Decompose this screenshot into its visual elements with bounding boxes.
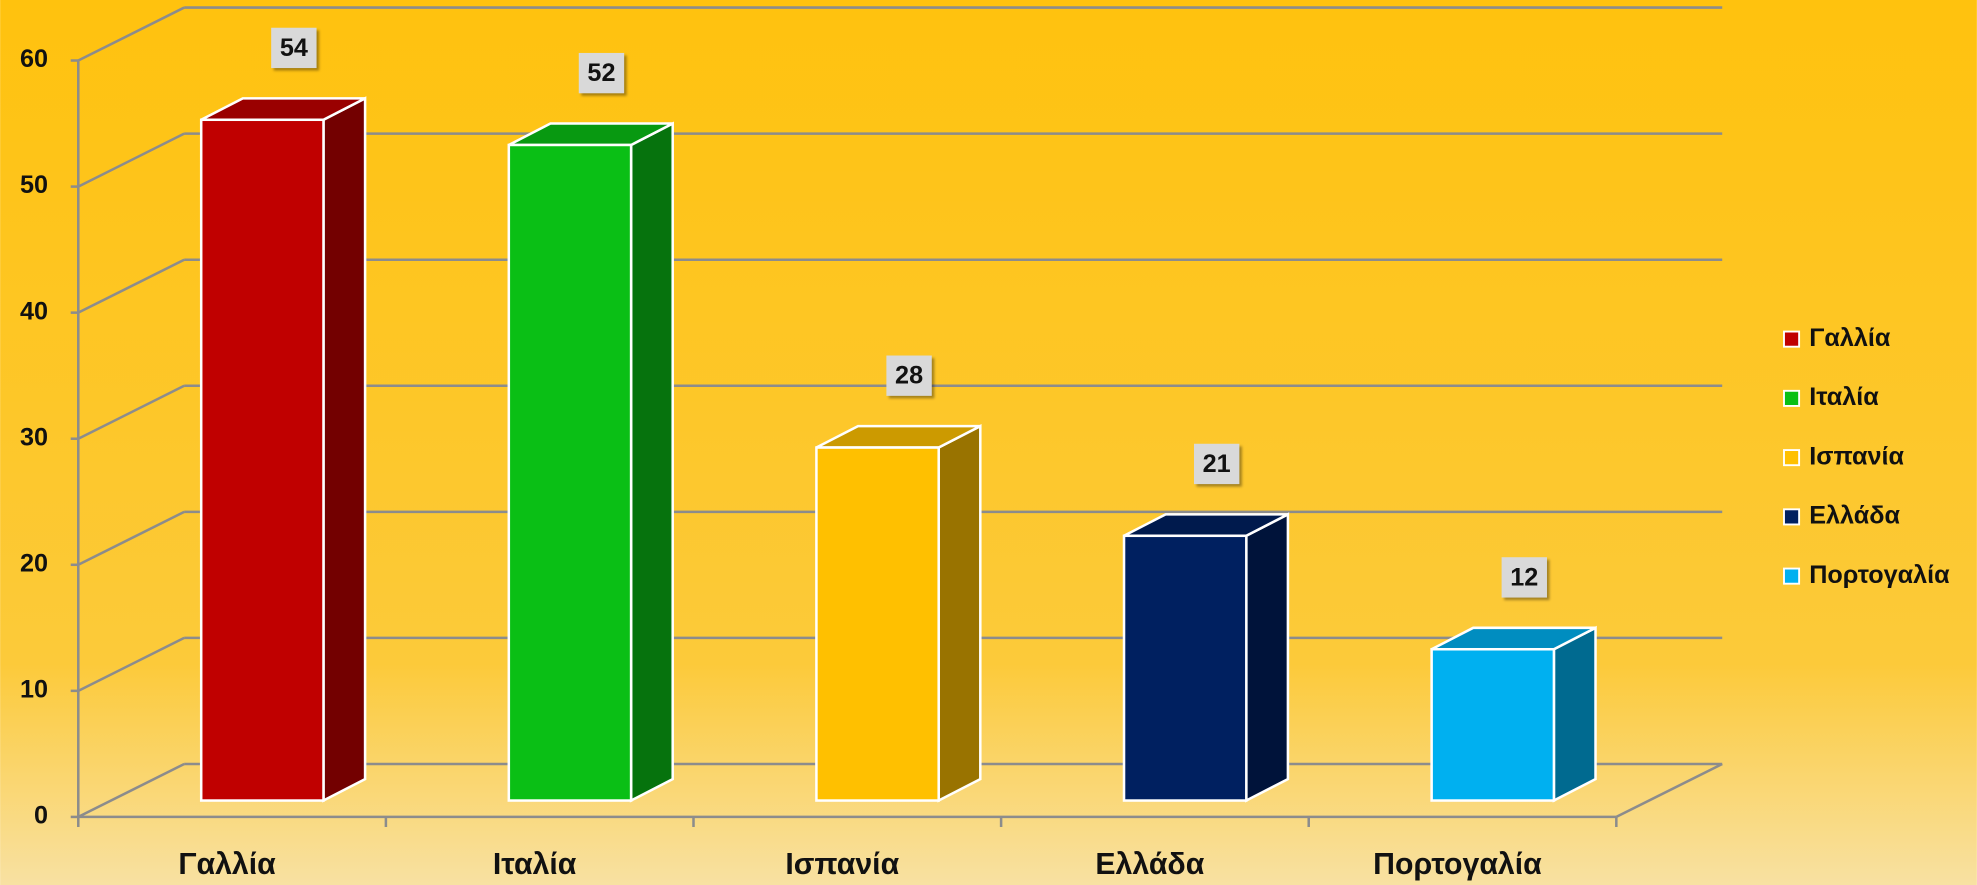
bar-side	[937, 424, 982, 803]
legend-label: Ισπανία	[1809, 442, 1904, 470]
bar-side	[629, 121, 674, 803]
grid-line	[77, 132, 185, 188]
value-label-box	[1501, 557, 1547, 598]
value-label: 12	[1510, 563, 1538, 591]
value-label: 21	[1203, 450, 1231, 478]
value-label: 28	[895, 362, 923, 390]
x-tick-label: Ισπανία	[785, 848, 899, 881]
x-tick-label: Πορτογαλία	[1373, 848, 1542, 881]
x-tick-label: Ελλάδα	[1095, 848, 1204, 881]
legend-swatch	[1783, 389, 1801, 407]
value-label-box	[886, 355, 932, 396]
value-label: 52	[587, 59, 615, 87]
legend-swatch	[1783, 567, 1801, 585]
y-tick-label: 30	[20, 423, 48, 451]
y-tick-label: 50	[20, 171, 48, 199]
floor-edge	[1615, 762, 1723, 819]
bar	[1122, 534, 1248, 802]
y-tick-label: 10	[20, 676, 48, 704]
y-tick-label: 60	[20, 45, 48, 73]
bar	[199, 118, 325, 802]
legend-label: Ιταλία	[1809, 383, 1879, 411]
legend-swatch	[1783, 508, 1801, 526]
bar-side	[1552, 625, 1597, 803]
grid-line	[77, 762, 185, 819]
legend-label: Γαλλία	[1809, 324, 1891, 352]
grid-line	[77, 636, 185, 692]
x-tick-label: Γαλλία	[178, 848, 276, 881]
bar	[507, 143, 633, 802]
y-tick-label: 0	[34, 802, 48, 830]
bar	[815, 446, 940, 802]
bar-side	[322, 96, 367, 803]
legend-swatch	[1783, 449, 1801, 467]
legend-swatch	[1783, 330, 1801, 348]
value-label-box	[1193, 443, 1240, 485]
grid-line	[77, 384, 185, 440]
grid-line	[77, 510, 185, 566]
value-label-box	[271, 27, 317, 69]
legend-label: Πορτογαλία	[1809, 561, 1950, 589]
bar	[1430, 647, 1556, 802]
y-tick-label: 20	[20, 549, 48, 577]
bar-side	[1245, 512, 1290, 803]
y-tick-label: 40	[20, 297, 48, 325]
value-label: 54	[280, 34, 308, 62]
value-label-box	[578, 52, 625, 94]
x-tick-label: Ιταλία	[493, 848, 577, 881]
grid-line	[77, 6, 185, 62]
legend-label: Ελλάδα	[1809, 502, 1900, 530]
grid-line	[77, 258, 185, 314]
